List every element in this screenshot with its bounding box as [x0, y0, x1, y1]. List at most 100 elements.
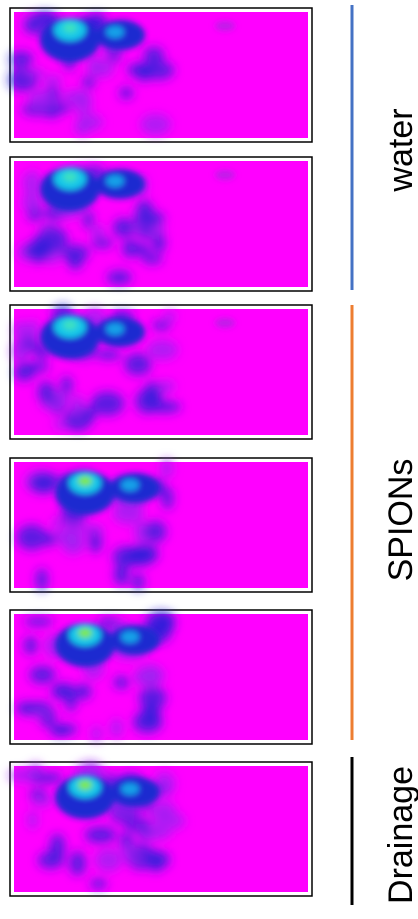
blob — [121, 631, 139, 643]
blob — [123, 821, 146, 832]
blob — [148, 800, 176, 819]
blob — [106, 26, 124, 38]
blob — [131, 573, 145, 591]
blob — [124, 353, 152, 376]
blob — [110, 718, 123, 738]
blob — [37, 381, 55, 404]
blob — [87, 54, 101, 79]
blob — [78, 628, 92, 638]
blob — [22, 192, 43, 213]
blob — [51, 518, 63, 529]
panel-hotspot — [55, 471, 160, 515]
blob — [151, 232, 166, 253]
panel-hotspot — [55, 623, 160, 667]
blob — [152, 320, 171, 331]
panel-hotspot — [40, 18, 235, 62]
blob — [60, 244, 90, 262]
blob — [148, 400, 182, 413]
group-label: water — [382, 108, 418, 192]
blob — [28, 319, 40, 342]
blob — [215, 21, 235, 31]
blob — [138, 685, 167, 711]
blob — [29, 789, 47, 799]
blob — [63, 172, 77, 182]
blob — [122, 239, 139, 258]
blob — [64, 407, 92, 431]
blob — [44, 532, 57, 547]
blob — [143, 520, 167, 543]
blob — [91, 238, 113, 248]
blob — [84, 826, 117, 844]
blob — [77, 524, 104, 535]
blob — [91, 725, 102, 742]
blob — [63, 23, 77, 33]
blob — [78, 476, 92, 486]
blob — [150, 850, 170, 869]
blob — [43, 75, 62, 87]
blob — [121, 783, 139, 795]
blob — [158, 380, 175, 393]
blob — [75, 683, 92, 700]
blob — [24, 19, 39, 33]
blob — [16, 524, 47, 550]
blob — [76, 114, 103, 131]
blob — [35, 568, 48, 592]
blob — [24, 617, 54, 626]
blob — [62, 522, 81, 547]
panels — [7, 7, 313, 897]
blob — [13, 321, 32, 339]
blob — [215, 318, 235, 328]
blob — [143, 61, 175, 80]
blob — [63, 320, 77, 330]
blob — [31, 772, 63, 784]
blob — [142, 254, 163, 265]
blob — [106, 175, 124, 187]
group-label: SPIONs — [382, 459, 418, 582]
blob — [28, 89, 55, 110]
blob — [29, 666, 56, 684]
blob — [83, 210, 94, 230]
blob — [50, 724, 72, 737]
blob — [90, 878, 107, 889]
blob — [215, 170, 235, 180]
blob — [94, 848, 122, 872]
heatmap-panel — [9, 304, 313, 440]
heatmap-panel — [7, 7, 313, 143]
panel-blobs — [18, 165, 166, 285]
blob — [132, 711, 163, 734]
panel-hotspot — [40, 315, 235, 359]
blob — [112, 218, 136, 238]
blob — [37, 851, 64, 869]
blob — [121, 479, 139, 491]
blob — [146, 339, 178, 360]
blob — [154, 612, 175, 630]
blob — [88, 528, 102, 553]
blob — [140, 113, 171, 136]
blob — [134, 210, 165, 227]
blob — [139, 226, 152, 238]
blob — [161, 487, 174, 510]
blob — [11, 339, 30, 363]
blob — [136, 200, 153, 213]
heatmap-panel — [9, 156, 313, 292]
blob — [137, 242, 150, 258]
blob — [119, 87, 133, 100]
blob — [143, 46, 164, 64]
blob — [60, 376, 73, 396]
blob — [144, 381, 163, 403]
heatmap-panel — [8, 761, 313, 897]
panel-hotspot — [40, 167, 235, 211]
blob — [114, 564, 129, 586]
blob — [78, 780, 92, 790]
blob — [74, 90, 93, 116]
blob — [25, 68, 46, 78]
blob — [14, 363, 35, 382]
blob — [134, 665, 165, 685]
blob — [27, 810, 38, 830]
blob — [95, 349, 122, 360]
blob — [90, 391, 125, 416]
blob — [8, 51, 34, 68]
blob — [22, 170, 42, 196]
